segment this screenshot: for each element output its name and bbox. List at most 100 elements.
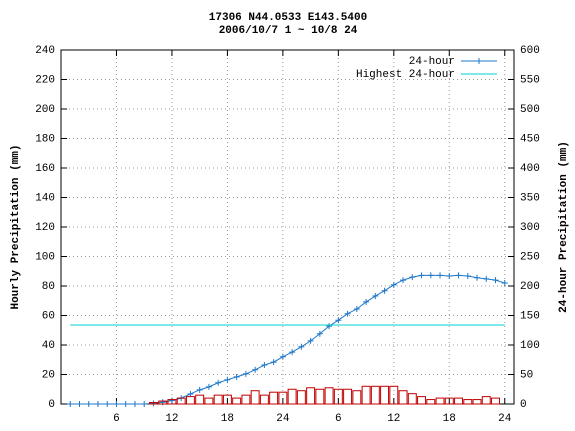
y2-tick-label: 0: [520, 399, 527, 411]
point-marker: [372, 293, 379, 300]
x-tick-label: 24: [498, 413, 512, 425]
point-marker: [409, 274, 416, 281]
point-marker: [85, 401, 92, 407]
point-marker: [298, 343, 305, 350]
bar: [241, 394, 251, 405]
y2-tick-label: 400: [520, 163, 540, 175]
bar: [454, 397, 464, 405]
point-marker: [141, 401, 148, 407]
point-marker: [104, 401, 111, 407]
point-marker: [390, 281, 397, 288]
y2-tick-label: 550: [520, 74, 540, 86]
point-marker: [233, 373, 240, 380]
bar: [361, 385, 371, 405]
point-marker: [242, 370, 249, 377]
bar: [389, 385, 399, 405]
y2-tick-label: 350: [520, 192, 540, 204]
bar: [370, 385, 380, 405]
x-tick-label: 24: [276, 413, 290, 425]
y-tick-label: 40: [42, 340, 55, 352]
bar: [176, 397, 186, 405]
point-marker: [122, 401, 129, 407]
bar: [491, 397, 500, 405]
point-marker: [168, 397, 175, 404]
y2-tick-label: 200: [520, 281, 540, 293]
chart-title: 17306 N44.0533 E143.5400: [209, 12, 367, 24]
y2-tick-label: 50: [520, 369, 533, 381]
bar: [269, 391, 279, 405]
line: [70, 274, 505, 405]
bar: [259, 394, 269, 405]
bar: [398, 390, 408, 405]
x-tick-label: 6: [335, 413, 342, 425]
y2-axis-title: 24-hour Precipitation (mm): [558, 141, 570, 313]
bar: [195, 394, 205, 405]
point-marker: [279, 353, 286, 360]
point-marker: [113, 401, 120, 407]
point-marker: [289, 349, 296, 356]
point-marker: [427, 272, 434, 279]
point-marker: [187, 390, 194, 397]
y2-tick-label: 300: [520, 222, 540, 234]
chart-subtitle: 2006/10/7 1 ~ 10/8 24: [219, 25, 358, 37]
point-marker: [215, 379, 222, 386]
point-marker: [501, 280, 508, 287]
bar: [232, 397, 242, 405]
y2-tick-label: 450: [520, 133, 540, 145]
bar: [435, 397, 445, 405]
point-marker: [446, 272, 453, 279]
bar: [213, 394, 223, 405]
x-tick-label: 6: [113, 413, 120, 425]
y-tick-label: 160: [35, 163, 55, 175]
bar: [204, 397, 214, 405]
bar: [185, 396, 195, 405]
bar: [444, 397, 454, 405]
point-marker: [344, 310, 351, 317]
legend-label: 24-hour: [409, 56, 455, 68]
point-marker: [224, 376, 231, 383]
y-tick-label: 60: [42, 310, 55, 322]
legend-label: Highest 24-hour: [356, 69, 455, 81]
point-marker: [150, 400, 157, 407]
bar: [306, 387, 316, 405]
bar: [315, 388, 325, 405]
y-tick-label: 200: [35, 104, 55, 116]
y-tick-label: 20: [42, 369, 55, 381]
point-marker: [76, 401, 83, 407]
point-marker: [363, 298, 370, 305]
point-marker: [474, 274, 481, 281]
bar: [352, 390, 362, 405]
bar: [287, 388, 297, 405]
bar: [472, 399, 482, 405]
point-marker: [400, 277, 407, 284]
bar: [250, 390, 260, 405]
bar: [296, 390, 306, 405]
bar: [324, 387, 334, 405]
y2-tick-label: 600: [520, 45, 540, 57]
y-axis-title: Hourly Precipitation (mm): [10, 144, 22, 309]
y2-tick-label: 250: [520, 251, 540, 263]
point-marker: [94, 401, 101, 407]
point-marker: [483, 275, 490, 282]
y-tick-label: 0: [48, 399, 55, 411]
point-marker: [381, 287, 388, 294]
x-tick-label: 18: [221, 413, 234, 425]
point-marker: [307, 337, 314, 344]
bar: [167, 399, 177, 405]
bar: [158, 400, 168, 405]
y-tick-label: 80: [42, 281, 55, 293]
y2-tick-label: 150: [520, 310, 540, 322]
bar: [417, 396, 427, 405]
bar: [333, 388, 343, 405]
point-marker: [353, 306, 360, 313]
y-tick-label: 120: [35, 222, 55, 234]
point-marker: [67, 401, 74, 407]
bar: [278, 391, 288, 405]
bar: [380, 385, 390, 405]
x-tick-label: 12: [387, 413, 400, 425]
y-tick-label: 100: [35, 251, 55, 263]
bar: [407, 393, 417, 405]
y2-tick-label: 100: [520, 340, 540, 352]
y-tick-label: 220: [35, 74, 55, 86]
point-marker: [455, 272, 462, 279]
